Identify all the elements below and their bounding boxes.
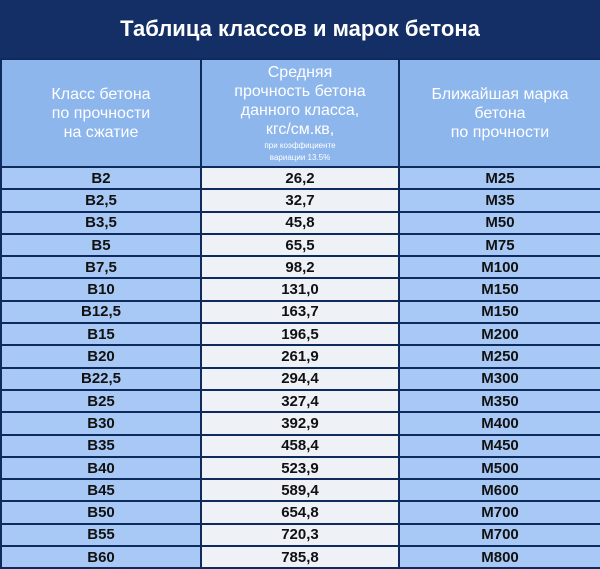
table-cell: 98,2 [200,255,400,280]
table-cell: В35 [0,433,202,458]
table-row: В55 720,3 М700 [0,522,600,548]
table-cell: В15 [0,322,202,347]
table-cell: М250 [398,344,600,369]
table-cell: 45,8 [200,210,400,235]
table-cell: В3,5 [0,210,202,235]
table-cell: В5 [0,232,202,258]
table-cell: М700 [398,500,600,525]
table-cell: В22,5 [0,366,202,391]
table-row: В22,5 294,4 М300 [0,366,600,391]
table-row: В30 392,9 М400 [0,411,600,436]
header-cell: Средняя прочность бетона данного класса, кг… [200,58,400,168]
table-row: В2,5 32,7 М35 [0,188,600,213]
header-line: данного класса, [240,102,360,119]
table-cell: В40 [0,455,202,481]
table-row: В3,5 45,8 М50 [0,210,600,235]
table-cell: М450 [398,433,600,458]
table-cell: 458,4 [200,433,400,458]
table-cell: М400 [398,411,600,436]
header-cell: Ближайшая марка бетона по прочности [398,58,600,168]
table-cell: 720,3 [200,522,400,548]
header-line: по прочности [450,123,550,141]
table-cell: 392,9 [200,411,400,436]
table-body: В2 26,2 М25 В2,5 32,7 М35 В3,5 45,8 М50 В5 65,5 М75… [0,165,600,569]
table-cell: 26,2 [200,165,400,191]
header-line: Средняя [267,64,333,81]
table-cell: 327,4 [200,388,400,414]
table: Класс бетона по прочности на сжатие Средняя… [0,58,600,569]
table-cell: В45 [0,478,202,503]
table-cell: В20 [0,344,202,369]
table-row: В5 65,5 М75 [0,232,600,258]
table-cell: В50 [0,500,202,525]
table-cell: М75 [398,232,600,258]
table-cell: М300 [398,366,600,391]
header-note: при коэффициенте [264,141,336,150]
table-cell: М35 [398,188,600,213]
table-cell: В30 [0,411,202,436]
table-cell: М100 [398,255,600,280]
table-cell: М25 [398,165,600,191]
table-cell: 654,8 [200,500,400,525]
header-line: Ближайшая марка [431,85,569,103]
table-cell: 785,8 [200,545,400,569]
table-cell: 589,4 [200,478,400,503]
table-row: В2 26,2 М25 [0,165,600,191]
table-row: В60 785,8 М800 [0,545,600,569]
table-cell: М150 [398,299,600,325]
table-cell: 163,7 [200,299,400,325]
table-cell: 294,4 [200,366,400,391]
table-row: В12,5 163,7 М150 [0,299,600,325]
table-cell: В2,5 [0,188,202,213]
table-row: В20 261,9 М250 [0,344,600,369]
title: Таблица классов и марок бетона [0,0,600,58]
table-cell: М700 [398,522,600,548]
table-cell: М600 [398,478,600,503]
header-line: бетона [474,104,526,122]
table-cell: В55 [0,522,202,548]
table-row: В45 589,4 М600 [0,478,600,503]
header-row: Класс бетона по прочности на сжатие Средняя… [0,58,600,168]
table-cell: 196,5 [200,322,400,347]
table-row: В40 523,9 М500 [0,455,600,481]
table-cell: В7,5 [0,255,202,280]
header-cell: Класс бетона по прочности на сжатие [0,58,202,168]
table-cell: М350 [398,388,600,414]
table-cell: 65,5 [200,232,400,258]
table-row: В7,5 98,2 М100 [0,255,600,280]
header-line: Класс бетона [51,85,151,103]
table-row: В25 327,4 М350 [0,388,600,414]
header-line: кгс/см.кв, [265,121,335,138]
table-cell: 32,7 [200,188,400,213]
table-cell: М200 [398,322,600,347]
table-row: В10 131,0 М150 [0,277,600,302]
table-cell: 523,9 [200,455,400,481]
table-cell: М800 [398,545,600,569]
header-line: по прочности [51,104,151,122]
table-cell: В25 [0,388,202,414]
table-cell: В2 [0,165,202,191]
table-cell: М500 [398,455,600,481]
header-line: на сжатие [63,123,139,141]
header-line: прочность бетона [234,83,366,100]
table-cell: В10 [0,277,202,302]
table-row: В35 458,4 М450 [0,433,600,458]
table-cell: В60 [0,545,202,569]
table-cell: М50 [398,210,600,235]
table-cell: В12,5 [0,299,202,325]
header-note: вариации 13.5% [269,153,331,162]
table-cell: 131,0 [200,277,400,302]
table-cell: 261,9 [200,344,400,369]
table-row: В50 654,8 М700 [0,500,600,525]
table-cell: М150 [398,277,600,302]
table-row: В15 196,5 М200 [0,322,600,347]
